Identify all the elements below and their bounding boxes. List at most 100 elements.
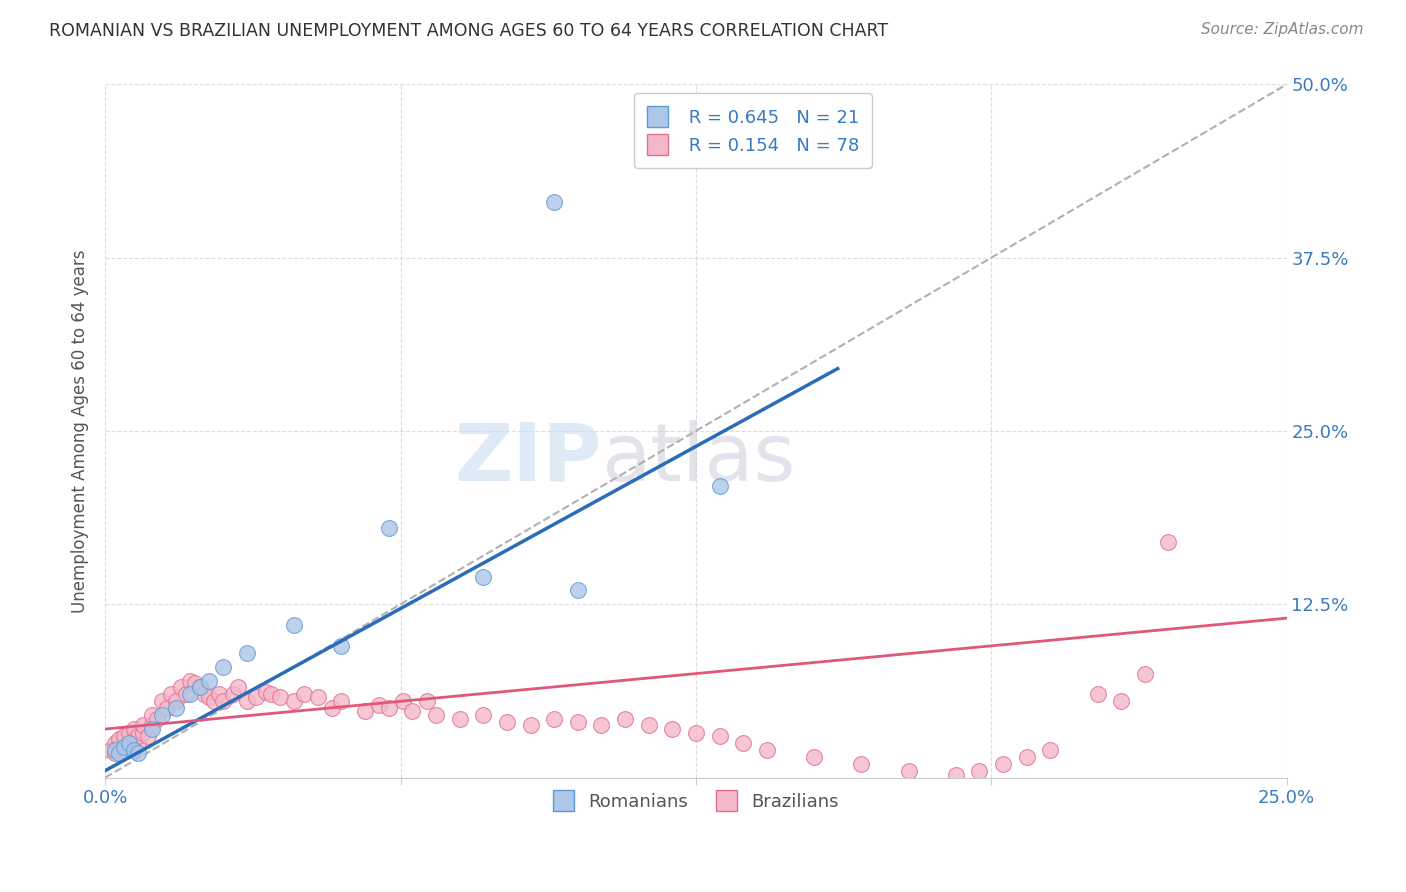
Point xyxy=(1109,694,1132,708)
Point xyxy=(368,698,391,713)
Point xyxy=(496,715,519,730)
Point xyxy=(165,701,187,715)
Point xyxy=(245,690,267,705)
Point xyxy=(122,722,145,736)
Point xyxy=(283,618,305,632)
Point xyxy=(709,729,731,743)
Point xyxy=(897,764,920,778)
Point xyxy=(803,749,825,764)
Point xyxy=(472,708,495,723)
Point xyxy=(292,687,315,701)
Point xyxy=(449,712,471,726)
Point xyxy=(969,764,991,778)
Point xyxy=(330,694,353,708)
Point xyxy=(567,715,589,730)
Point xyxy=(1015,749,1038,764)
Text: ROMANIAN VS BRAZILIAN UNEMPLOYMENT AMONG AGES 60 TO 64 YEARS CORRELATION CHART: ROMANIAN VS BRAZILIAN UNEMPLOYMENT AMONG… xyxy=(49,22,889,40)
Text: atlas: atlas xyxy=(602,420,796,498)
Point xyxy=(543,195,565,210)
Point xyxy=(685,726,707,740)
Point xyxy=(661,722,683,736)
Point xyxy=(112,729,135,743)
Point xyxy=(136,729,159,743)
Point xyxy=(118,736,141,750)
Point xyxy=(472,569,495,583)
Point xyxy=(377,521,399,535)
Point xyxy=(188,681,211,695)
Point xyxy=(415,694,437,708)
Point xyxy=(118,736,141,750)
Point xyxy=(283,694,305,708)
Point xyxy=(519,718,541,732)
Point xyxy=(104,736,127,750)
Point xyxy=(614,712,637,726)
Point xyxy=(141,722,163,736)
Point xyxy=(198,673,221,688)
Point xyxy=(127,729,149,743)
Point xyxy=(1157,535,1180,549)
Point xyxy=(150,708,173,723)
Point xyxy=(425,708,447,723)
Point xyxy=(236,694,259,708)
Point xyxy=(1087,687,1109,701)
Point xyxy=(222,687,245,701)
Point xyxy=(127,746,149,760)
Point xyxy=(321,701,343,715)
Point xyxy=(254,684,277,698)
Point xyxy=(401,704,423,718)
Point xyxy=(330,639,353,653)
Point xyxy=(122,743,145,757)
Y-axis label: Unemployment Among Ages 60 to 64 years: Unemployment Among Ages 60 to 64 years xyxy=(72,249,89,613)
Point xyxy=(193,687,215,701)
Point xyxy=(141,718,163,732)
Point xyxy=(156,701,179,715)
Point xyxy=(991,756,1014,771)
Point xyxy=(104,746,127,760)
Point xyxy=(1133,666,1156,681)
Point xyxy=(226,681,249,695)
Point xyxy=(170,681,193,695)
Point xyxy=(104,743,127,757)
Point xyxy=(637,718,659,732)
Point xyxy=(212,659,235,673)
Point xyxy=(567,583,589,598)
Point xyxy=(212,694,235,708)
Point xyxy=(1039,743,1062,757)
Point xyxy=(392,694,415,708)
Point xyxy=(160,687,183,701)
Point xyxy=(118,726,141,740)
Text: ZIP: ZIP xyxy=(454,420,602,498)
Point xyxy=(733,736,755,750)
Point xyxy=(184,676,207,690)
Point xyxy=(127,736,149,750)
Point xyxy=(709,479,731,493)
Point xyxy=(354,704,377,718)
Legend: Romanians, Brazilians: Romanians, Brazilians xyxy=(540,778,852,824)
Point xyxy=(146,712,169,726)
Point xyxy=(377,701,399,715)
Point xyxy=(198,690,221,705)
Point xyxy=(307,690,329,705)
Point xyxy=(112,743,135,757)
Point xyxy=(108,731,131,746)
Point xyxy=(945,768,967,782)
Point xyxy=(108,746,131,760)
Point xyxy=(112,740,135,755)
Point xyxy=(591,718,613,732)
Point xyxy=(174,687,197,701)
Point xyxy=(259,687,281,701)
Point xyxy=(207,687,229,701)
Point xyxy=(543,712,565,726)
Point xyxy=(98,743,121,757)
Point xyxy=(132,726,155,740)
Point xyxy=(132,718,155,732)
Point xyxy=(188,681,211,695)
Point xyxy=(150,694,173,708)
Point xyxy=(269,690,291,705)
Point xyxy=(122,731,145,746)
Point xyxy=(236,646,259,660)
Point xyxy=(165,694,187,708)
Point xyxy=(141,708,163,723)
Point xyxy=(851,756,873,771)
Point xyxy=(755,743,778,757)
